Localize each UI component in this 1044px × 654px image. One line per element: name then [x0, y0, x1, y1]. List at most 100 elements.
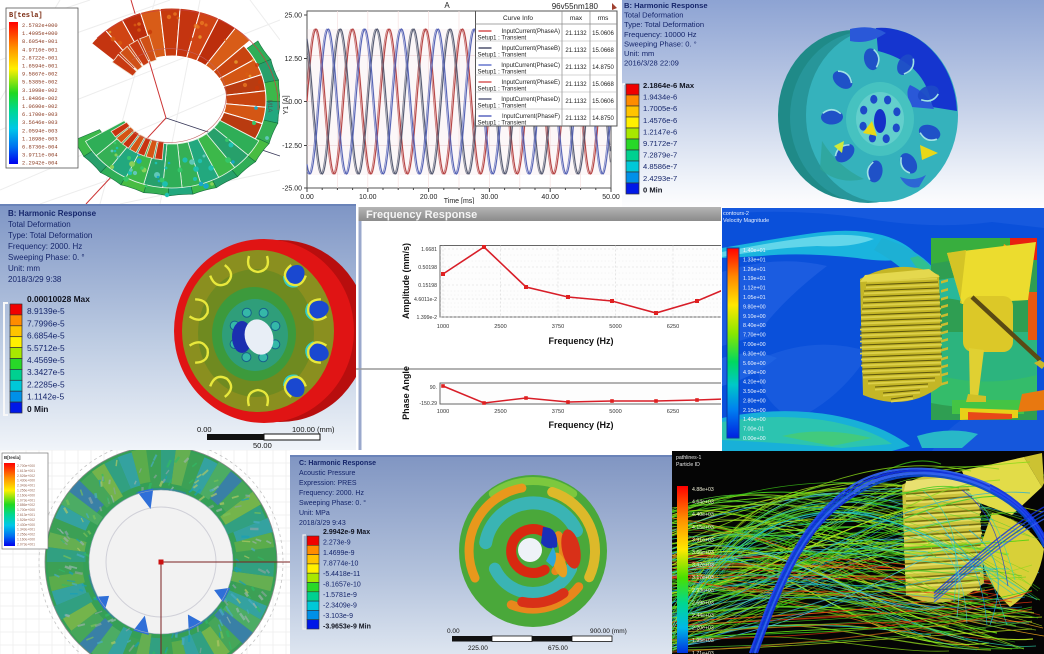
- svg-text:Acoustic Pressure: Acoustic Pressure: [299, 470, 356, 477]
- svg-text:Velocity Magnitude: Velocity Magnitude: [723, 218, 769, 224]
- svg-text:5.5712e-5: 5.5712e-5: [27, 343, 65, 353]
- svg-text:0.15198: 0.15198: [418, 283, 437, 289]
- svg-text:-25.00: -25.00: [282, 186, 302, 193]
- svg-text:2.10e+00: 2.10e+00: [743, 408, 766, 414]
- svg-text:Amplitude (mm/s): Amplitude (mm/s): [401, 243, 411, 319]
- svg-text:Setup1 : Transient: Setup1 : Transient: [478, 70, 527, 76]
- svg-text:0.00010028 Max: 0.00010028 Max: [27, 294, 90, 304]
- svg-text:1.4576e-6: 1.4576e-6: [643, 116, 677, 125]
- svg-text:3.42e+03: 3.42e+03: [692, 563, 714, 569]
- svg-text:15.0606: 15.0606: [592, 99, 614, 105]
- svg-text:1.4699e-9: 1.4699e-9: [323, 550, 355, 557]
- svg-text:50.00: 50.00: [253, 441, 272, 450]
- svg-text:1.6681: 1.6681: [421, 247, 437, 253]
- svg-text:Unit: mm: Unit: mm: [624, 49, 654, 58]
- svg-text:675.00: 675.00: [548, 645, 568, 652]
- svg-text:Setup1 : Transient: Setup1 : Transient: [478, 104, 527, 110]
- svg-text:Total Deformation: Total Deformation: [8, 220, 71, 229]
- svg-text:Sweeping Phase: 0. °: Sweeping Phase: 0. °: [8, 253, 85, 262]
- svg-text:0.50198: 0.50198: [418, 265, 437, 271]
- svg-text:InputCurrent(PhaseF): InputCurrent(PhaseF): [502, 114, 560, 120]
- svg-text:2.343e+001: 2.343e+001: [17, 484, 35, 488]
- svg-text:2.1864e-6 Max: 2.1864e-6 Max: [643, 81, 695, 90]
- svg-text:6.8736e-004: 6.8736e-004: [22, 145, 58, 151]
- svg-text:21.1132: 21.1132: [565, 48, 587, 54]
- svg-text:-5.4418e-11: -5.4418e-11: [323, 571, 360, 578]
- svg-text:15.0606: 15.0606: [592, 31, 614, 37]
- svg-text:2.613e+001: 2.613e+001: [17, 513, 35, 517]
- svg-text:14.8750: 14.8750: [592, 65, 614, 71]
- svg-text:21.1132: 21.1132: [565, 65, 587, 71]
- svg-text:Setup1 : Transient: Setup1 : Transient: [478, 53, 527, 59]
- svg-text:2500: 2500: [494, 409, 506, 415]
- svg-text:Expression: PRES: Expression: PRES: [299, 480, 357, 487]
- svg-text:Particle ID: Particle ID: [676, 462, 700, 468]
- svg-text:7.2879e-7: 7.2879e-7: [643, 151, 677, 160]
- svg-text:21.1132: 21.1132: [565, 116, 587, 122]
- svg-text:pathlines-1: pathlines-1: [676, 455, 701, 461]
- svg-text:1.4095e+000: 1.4095e+000: [22, 31, 58, 37]
- svg-text:2.4293e-7: 2.4293e-7: [643, 174, 677, 183]
- svg-text:2500: 2500: [494, 324, 506, 330]
- svg-text:2.2285e-5: 2.2285e-5: [27, 379, 65, 389]
- svg-text:6250: 6250: [667, 324, 679, 330]
- svg-text:7.00e+00: 7.00e+00: [743, 342, 766, 348]
- svg-text:B: Harmonic Response: B: Harmonic Response: [624, 1, 708, 10]
- svg-text:Frequency (Hz): Frequency (Hz): [548, 420, 613, 430]
- svg-text:rms: rms: [598, 15, 610, 22]
- svg-text:7.70e+00: 7.70e+00: [743, 333, 766, 339]
- svg-text:5.5385e-002: 5.5385e-002: [22, 80, 58, 86]
- svg-text:1.26e+01: 1.26e+01: [743, 267, 766, 273]
- svg-text:1.256e+002: 1.256e+002: [17, 489, 35, 493]
- svg-text:25.00: 25.00: [284, 13, 302, 20]
- svg-text:2.44e+03: 2.44e+03: [692, 613, 714, 619]
- svg-text:Type: Total Deformation: Type: Total Deformation: [8, 231, 92, 240]
- svg-text:M1A: M1A: [266, 100, 272, 112]
- svg-text:8.6054e-001: 8.6054e-001: [22, 39, 58, 45]
- svg-text:4.90e+00: 4.90e+00: [743, 370, 766, 376]
- svg-text:4.9716e-001: 4.9716e-001: [22, 47, 58, 53]
- svg-text:2.430e+000: 2.430e+000: [17, 523, 35, 527]
- svg-text:50.00: 50.00: [602, 194, 620, 201]
- svg-text:1.526e+002: 1.526e+002: [17, 518, 35, 522]
- svg-text:-150.29: -150.29: [419, 401, 437, 407]
- svg-text:40.00: 40.00: [541, 194, 559, 201]
- svg-text:7.00e-01: 7.00e-01: [743, 427, 764, 433]
- svg-text:Y1 [A]: Y1 [A]: [283, 95, 290, 114]
- svg-text:4.6011e-2: 4.6011e-2: [414, 297, 437, 303]
- svg-text:21.1132: 21.1132: [565, 82, 587, 88]
- svg-text:2.886e+002: 2.886e+002: [17, 503, 35, 507]
- svg-text:0 Min: 0 Min: [27, 404, 48, 414]
- svg-text:-1.5781e-9: -1.5781e-9: [323, 592, 357, 599]
- svg-text:9.5867e-002: 9.5867e-002: [22, 72, 58, 78]
- svg-text:max: max: [570, 15, 583, 22]
- svg-text:3.66e+03: 3.66e+03: [692, 550, 714, 556]
- svg-text:2.8722e-001: 2.8722e-001: [22, 55, 58, 61]
- svg-text:1.95e+03: 1.95e+03: [692, 638, 714, 644]
- svg-text:Setup1 : Transient: Setup1 : Transient: [478, 121, 527, 127]
- svg-text:Unit: mm: Unit: mm: [8, 264, 40, 273]
- svg-text:1.0690e-002: 1.0690e-002: [22, 104, 58, 110]
- svg-text:1.073e+001: 1.073e+001: [17, 498, 35, 502]
- svg-text:21.1132: 21.1132: [565, 31, 587, 37]
- svg-text:3.50e+00: 3.50e+00: [743, 389, 766, 395]
- svg-text:Frequency Response: Frequency Response: [366, 209, 477, 221]
- svg-text:3.91e+03: 3.91e+03: [692, 537, 714, 543]
- svg-text:Frequency: 2000. Hz: Frequency: 2000. Hz: [299, 490, 364, 497]
- svg-text:2.20e+03: 2.20e+03: [692, 626, 714, 632]
- svg-text:-8.1657e-10: -8.1657e-10: [323, 582, 361, 589]
- svg-text:Setup1 : Transient: Setup1 : Transient: [478, 87, 527, 93]
- svg-text:6.30e+00: 6.30e+00: [743, 351, 766, 357]
- svg-text:1000: 1000: [437, 409, 449, 415]
- svg-text:3.17e+03: 3.17e+03: [692, 575, 714, 581]
- svg-text:15.0668: 15.0668: [592, 48, 614, 54]
- svg-text:0.00: 0.00: [197, 425, 212, 434]
- svg-text:B: Harmonic Response: B: Harmonic Response: [8, 209, 97, 218]
- svg-text:225.00: 225.00: [468, 645, 488, 652]
- svg-text:2.160e+000: 2.160e+000: [17, 493, 35, 497]
- svg-text:20.00: 20.00: [420, 194, 438, 201]
- svg-text:1.05e+01: 1.05e+01: [743, 295, 766, 301]
- svg-text:Time [ms]: Time [ms]: [444, 198, 475, 204]
- svg-text:1.19e+01: 1.19e+01: [743, 276, 766, 282]
- svg-text:2.256e+002: 2.256e+002: [17, 533, 35, 537]
